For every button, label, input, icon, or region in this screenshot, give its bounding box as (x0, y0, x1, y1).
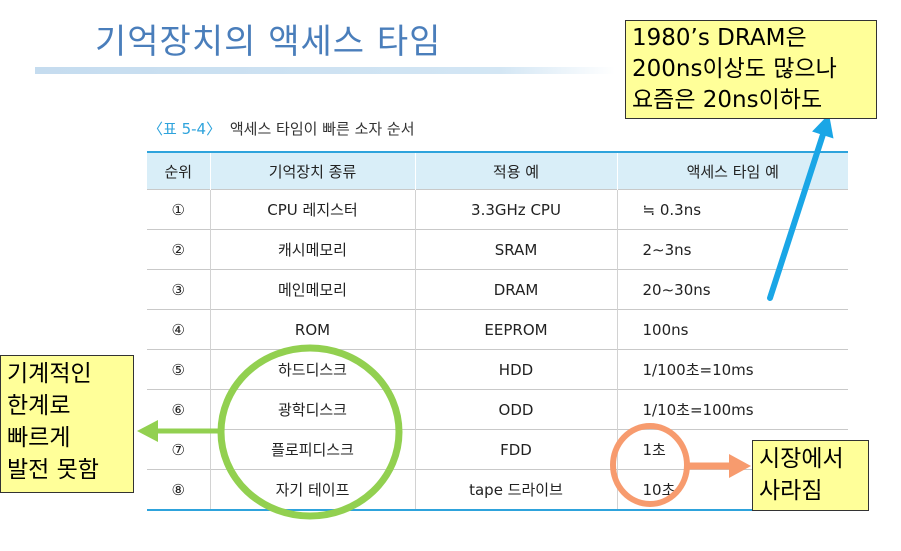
example-cell: tape 드라이브 (414, 469, 617, 510)
callout-line: 시장에서 (759, 446, 844, 472)
example-cell: ODD (414, 389, 617, 430)
access-time-cell: 100ns (616, 309, 848, 350)
callout-line: 200ns이상도 많으나 (632, 56, 837, 82)
dram-note-callout: 1980’s DRAM은 200ns이상도 많으나 요즘은 20ns이하도 (625, 20, 877, 119)
callout-line: 빠르게 (7, 425, 71, 451)
rank-cell: ⑥ (147, 389, 210, 430)
rank-cell: ① (147, 189, 210, 230)
device-type-cell: 메인메모리 (209, 269, 415, 310)
rank-cell: ② (147, 229, 210, 270)
device-type-cell: ROM (209, 309, 415, 350)
access-time-table: 순위 기억장치 종류 적용 예 액세스 타임 예 ① CPU 레지스터 3.3G… (147, 151, 848, 511)
callout-line: 1980’s DRAM은 (632, 25, 807, 51)
device-type-cell: CPU 레지스터 (209, 189, 415, 230)
header-access-time: 액세스 타임 예 (616, 152, 848, 190)
callout-line: 요즘은 20ns이하도 (632, 87, 823, 113)
table-caption-label: 〈표 5-4〉 (148, 120, 222, 138)
access-time-cell: 1/100초=10ms (616, 349, 848, 390)
table-caption-text: 액세스 타임이 빠른 소자 순서 (229, 120, 415, 138)
callout-line: 사라짐 (759, 478, 823, 504)
example-cell: DRAM (414, 269, 617, 310)
rank-cell: ⑦ (147, 429, 210, 470)
header-example: 적용 예 (414, 152, 617, 190)
access-time-cell: 1/10초=100ms (616, 389, 848, 430)
example-cell: HDD (414, 349, 617, 390)
table-caption: 〈표 5-4〉 액세스 타임이 빠른 소자 순서 (148, 118, 415, 139)
example-cell: EEPROM (414, 309, 617, 350)
header-device-type: 기억장치 종류 (209, 152, 415, 190)
table-row: ④ ROM EEPROM 100ns (147, 309, 848, 350)
access-time-cell: ≒ 0.3ns (616, 189, 848, 230)
callout-line: 기계적인 (7, 361, 92, 387)
table-header-row: 순위 기억장치 종류 적용 예 액세스 타임 예 (147, 152, 848, 190)
callout-line: 한계로 (7, 393, 71, 419)
rank-cell: ③ (147, 269, 210, 310)
access-time-cell: 20∼30ns (616, 269, 848, 310)
device-type-cell: 자기 테이프 (209, 469, 415, 510)
rank-cell: ⑤ (147, 349, 210, 390)
table-row: ⑦ 플로피디스크 FDD 1초 (147, 429, 848, 470)
table-row: ⑤ 하드디스크 HDD 1/100초=10ms (147, 349, 848, 390)
header-rank: 순위 (147, 152, 210, 190)
device-type-cell: 캐시메모리 (209, 229, 415, 270)
table-row: ⑥ 광학디스크 ODD 1/10초=100ms (147, 389, 848, 430)
rank-cell: ④ (147, 309, 210, 350)
device-type-cell: 하드디스크 (209, 349, 415, 390)
example-cell: 3.3GHz CPU (414, 189, 617, 230)
table-row: ① CPU 레지스터 3.3GHz CPU ≒ 0.3ns (147, 189, 848, 230)
market-gone-callout: 시장에서 사라짐 (752, 440, 869, 511)
example-cell: FDD (414, 429, 617, 470)
access-time-cell: 2∼3ns (616, 229, 848, 270)
device-type-cell: 광학디스크 (209, 389, 415, 430)
table-row: ③ 메인메모리 DRAM 20∼30ns (147, 269, 848, 310)
device-type-cell: 플로피디스크 (209, 429, 415, 470)
mechanical-limit-callout: 기계적인 한계로 빠르게 발전 못함 (0, 355, 134, 493)
rank-cell: ⑧ (147, 469, 210, 510)
table-row: ② 캐시메모리 SRAM 2∼3ns (147, 229, 848, 270)
example-cell: SRAM (414, 229, 617, 270)
slide-title: 기억장치의 액세스 타임 (95, 22, 442, 62)
title-underline (35, 67, 615, 74)
callout-line: 발전 못함 (7, 457, 99, 483)
table-row: ⑧ 자기 테이프 tape 드라이브 10초 (147, 469, 848, 510)
